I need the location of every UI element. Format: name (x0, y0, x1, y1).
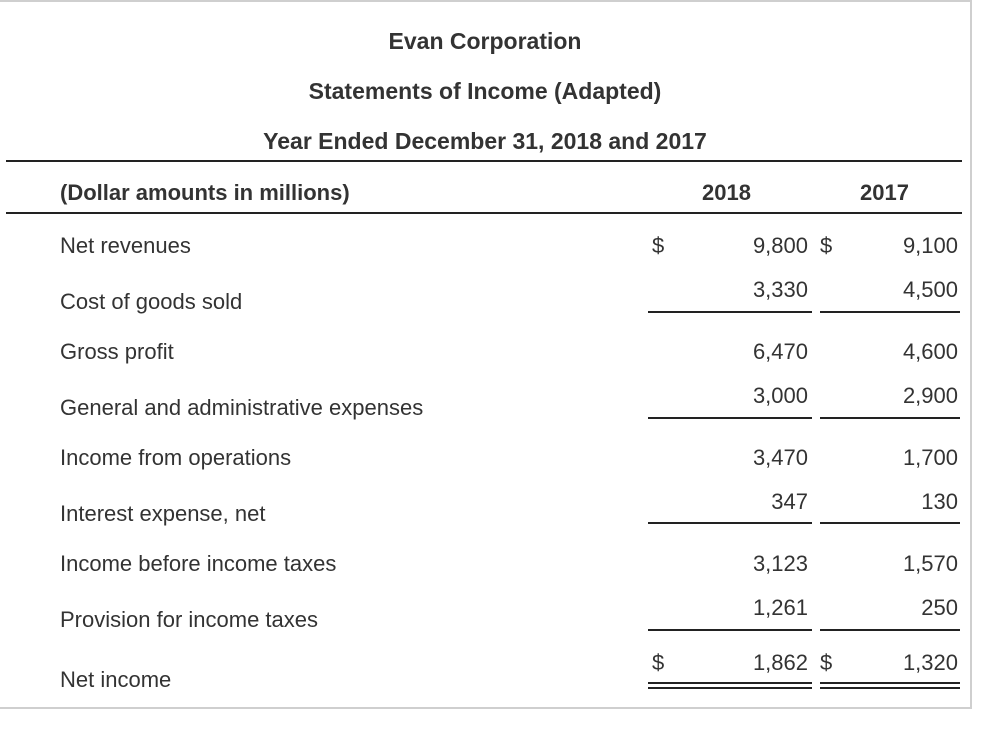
row-label-gross-profit: Gross profit (60, 339, 174, 364)
subtotal-underline-2018 (648, 417, 812, 419)
value-2017-provision-for-taxes: 250 (921, 595, 958, 620)
subtotal-underline-2018 (648, 311, 812, 313)
statement-frame (0, 0, 972, 709)
value-2017-gross-profit: 4,600 (902, 339, 958, 364)
value-2018-income-before-taxes: 3,123 (752, 551, 808, 576)
value-2017-net-income: 1,320 (902, 650, 958, 675)
row-label-interest-expense: Interest expense, net (60, 501, 266, 526)
statement-period: Year Ended December 31, 2018 and 2017 (263, 128, 707, 154)
subtotal-underline-2017 (820, 522, 960, 524)
subtotal-underline-2017 (820, 629, 960, 631)
row-label-net-revenues: Net revenues (60, 233, 191, 258)
value-2018-cost-of-goods-sold: 3,330 (752, 277, 808, 302)
total-double-underline-2018 (648, 682, 812, 689)
dollar-sign-2017-net-revenues: $ (820, 233, 833, 258)
dollar-sign-2018-net-income: $ (652, 650, 665, 675)
header-bottom-rule (6, 212, 962, 214)
value-2018-provision-for-taxes: 1,261 (752, 595, 808, 620)
value-2018-gross-profit: 6,470 (752, 339, 808, 364)
row-label-cost-of-goods-sold: Cost of goods sold (60, 289, 243, 314)
row-label-income-from-operations: Income from operations (60, 445, 292, 470)
total-double-underline-2017 (820, 682, 960, 689)
value-2018-net-revenues: 9,800 (752, 233, 808, 258)
statement-title: Statements of Income (Adapted) (308, 78, 662, 104)
row-label-income-before-taxes: Income before income taxes (60, 551, 337, 576)
unit-label: (Dollar amounts in millions) (60, 180, 350, 205)
dollar-sign-2018-net-revenues: $ (652, 233, 665, 258)
row-label-general-administrative: General and administrative expenses (60, 395, 424, 420)
value-2017-net-revenues: 9,100 (902, 233, 958, 258)
dollar-sign-2017-net-income: $ (820, 650, 833, 675)
subtotal-underline-2018 (648, 522, 812, 524)
header-top-rule (6, 160, 962, 162)
row-label-provision-for-taxes: Provision for income taxes (60, 607, 318, 632)
value-2017-income-from-operations: 1,700 (902, 445, 958, 470)
value-2018-income-from-operations: 3,470 (752, 445, 808, 470)
company-name: Evan Corporation (388, 28, 582, 54)
value-2018-general-administrative: 3,000 (752, 383, 808, 408)
row-label-net-income: Net income (60, 667, 172, 692)
value-2018-interest-expense: 347 (771, 489, 808, 514)
column-header-2018: 2018 (702, 180, 751, 205)
value-2017-income-before-taxes: 1,570 (902, 551, 958, 576)
subtotal-underline-2017 (820, 311, 960, 313)
value-2017-general-administrative: 2,900 (902, 383, 958, 408)
value-2017-interest-expense: 130 (921, 489, 958, 514)
value-2017-cost-of-goods-sold: 4,500 (902, 277, 958, 302)
subtotal-underline-2017 (820, 417, 960, 419)
subtotal-underline-2018 (648, 629, 812, 631)
column-header-2017: 2017 (860, 180, 909, 205)
value-2018-net-income: 1,862 (752, 650, 808, 675)
